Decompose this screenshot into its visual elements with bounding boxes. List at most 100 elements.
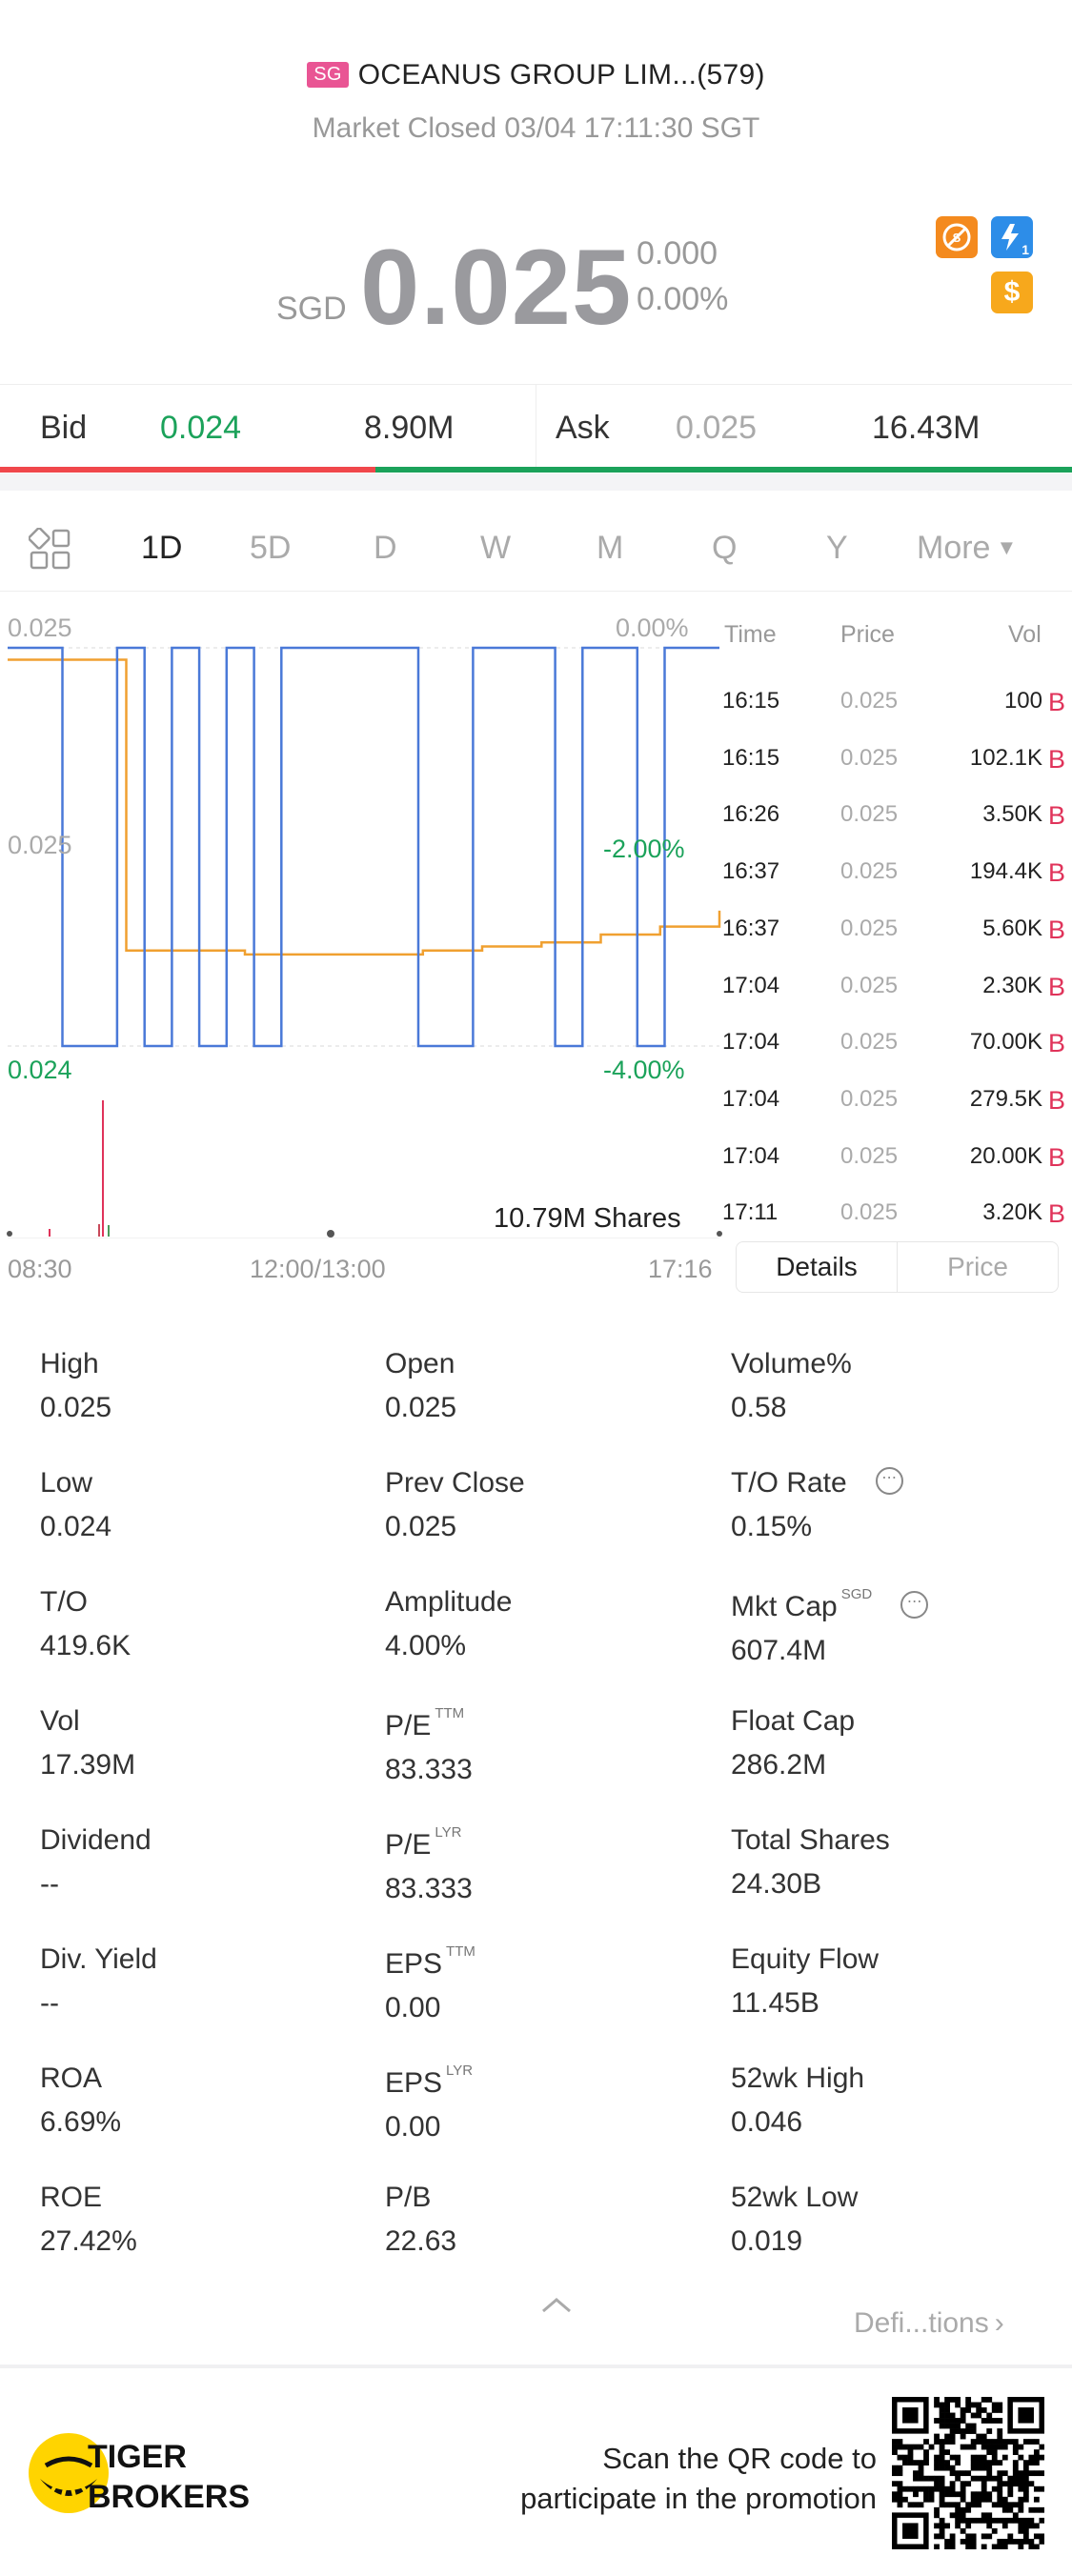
volume-label: 10.79M Shares (494, 1203, 681, 1234)
detail-label: ROE (40, 2182, 103, 2213)
y-axis-bottom-label: 0.024 (8, 1056, 72, 1084)
details-tab[interactable]: Details (736, 1241, 898, 1293)
promo-text: Scan the QR code to participate in the p… (381, 2439, 877, 2519)
last-price: 0.025 (360, 228, 633, 347)
detail-label: Prev Close (385, 1467, 525, 1499)
detail-label: Div. Yield (40, 1943, 157, 1975)
detail-value: 83.333 (385, 1873, 473, 1904)
detail-item: P/B 22.63 (385, 2182, 699, 2258)
detail-label: EPS (385, 2067, 443, 2099)
detail-item: P/E TTM 83.333 (385, 1705, 699, 1786)
promo-line-1: Scan the QR code to (602, 2442, 877, 2475)
detail-label: ROA (40, 2063, 103, 2094)
tick-volume: 70.00K (969, 1029, 1042, 1056)
detail-superscript: SGD (840, 1586, 873, 1602)
detail-item: Open 0.025 (385, 1348, 699, 1424)
tick-price: 0.025 (840, 1142, 899, 1169)
no-short-icon[interactable]: S (936, 216, 978, 258)
tick-row: 16:15 0.025 100 B (722, 688, 1065, 745)
detail-label: P/B (385, 2182, 432, 2213)
detail-label: Open (385, 1348, 455, 1379)
detail-item: Dividend -- (40, 1824, 354, 1901)
tab-1d[interactable]: 1D (141, 530, 183, 566)
detail-value: 0.025 (385, 1392, 457, 1423)
tick-time: 17:11 (722, 1199, 779, 1226)
brand-name: TIGER BROKERS (88, 2437, 250, 2517)
tab-more[interactable]: More ▼ (917, 530, 1017, 567)
detail-label: Float Cap (731, 1705, 856, 1737)
detail-item: High 0.025 (40, 1348, 354, 1424)
tick-volume: 102.1K (969, 744, 1042, 771)
tick-side: B (1047, 801, 1065, 831)
tick-time: 17:04 (722, 972, 780, 998)
period-tabs: 1D 5D D W M Q Y More ▼ (0, 522, 1072, 579)
detail-value: 83.333 (385, 1754, 473, 1785)
tick-side: B (1047, 688, 1065, 716)
tab-q[interactable]: Q (712, 530, 738, 566)
tab-w[interactable]: W (480, 530, 512, 566)
detail-value: 24.30B (731, 1868, 822, 1900)
detail-superscript: TTM (446, 1943, 475, 1960)
bid-ratio-bar (0, 467, 375, 473)
svg-text:S: S (953, 231, 961, 245)
tick-row: 17:04 0.025 70.00K B (722, 1029, 1065, 1086)
y-axis-mid-label: 0.025 (8, 831, 72, 859)
tick-price: 0.025 (840, 1029, 899, 1056)
tick-side: B (1047, 858, 1065, 888)
info-icon[interactable]: ⋯ (900, 1590, 929, 1619)
detail-value: 419.6K (40, 1630, 131, 1661)
tab-m[interactable]: M (597, 530, 624, 566)
definitions-link[interactable]: Defi...tions › (854, 2307, 1004, 2340)
detail-item: Mkt Cap SGD ⋯ 607.4M (731, 1586, 1045, 1667)
tick-price: 0.025 (840, 744, 899, 771)
y-pct-bottom-label: -4.00% (603, 1056, 685, 1084)
tick-time: 17:04 (722, 1085, 780, 1112)
tick-row: 17:04 0.025 20.00K B (722, 1143, 1065, 1200)
tick-price: 0.025 (840, 801, 899, 828)
tiger-logo-icon (27, 2431, 111, 2520)
tick-volume: 20.00K (969, 1142, 1042, 1169)
detail-value: 0.046 (731, 2106, 803, 2138)
detail-value: 6.69% (40, 2106, 122, 2138)
detail-item: Equity Flow 11.45B (731, 1943, 1045, 2020)
intraday-chart[interactable] (0, 610, 722, 1238)
stock-name: OCEANUS GROUP LIM...(579) (357, 59, 765, 91)
detail-item: 52wk Low 0.019 (731, 2182, 1045, 2258)
layout-grid-icon[interactable] (28, 527, 72, 576)
info-icon[interactable]: ⋯ (875, 1466, 903, 1495)
definitions-label: Defi...tions (854, 2307, 989, 2339)
bid-volume: 8.90M (364, 410, 455, 446)
detail-item: EPS LYR 0.00 (385, 2063, 699, 2143)
tick-side: B (1047, 1085, 1065, 1115)
tick-time: 17:04 (722, 1142, 780, 1169)
price-tab[interactable]: Price (897, 1241, 1059, 1293)
tick-time: 16:37 (722, 858, 780, 885)
ticks-header-vol: Vol (1008, 621, 1042, 648)
detail-item: 52wk High 0.046 (731, 2063, 1045, 2139)
tab-d[interactable]: D (374, 530, 397, 566)
detail-item: ROA 6.69% (40, 2063, 354, 2139)
detail-value: 0.15% (731, 1511, 813, 1542)
bid-ask-bar: Bid 0.024 8.90M Ask 0.025 16.43M (0, 384, 1072, 470)
price-change-pct: 0.00% (637, 281, 729, 317)
tick-price: 0.025 (840, 972, 899, 998)
chevron-right-icon: › (994, 2307, 1004, 2339)
detail-value: 4.00% (385, 1630, 467, 1661)
ask-ratio-bar (374, 467, 1072, 473)
detail-superscript: TTM (435, 1705, 465, 1721)
brand-line-2: BROKERS (88, 2479, 251, 2515)
stock-title: SG OCEANUS GROUP LIM...(579) (0, 59, 1072, 91)
tick-side: B (1047, 915, 1065, 944)
detail-item: T/O 419.6K (40, 1586, 354, 1662)
qr-code-icon[interactable] (892, 2397, 1044, 2549)
collapse-chevron-icon[interactable] (539, 2294, 574, 2320)
detail-value: -- (40, 1987, 59, 2019)
lightning-icon[interactable]: 1 (991, 216, 1033, 258)
tick-volume: 100 (1003, 688, 1042, 714)
tick-price: 0.025 (840, 1085, 899, 1112)
tab-y[interactable]: Y (826, 530, 848, 566)
tab-5d[interactable]: 5D (250, 530, 292, 566)
dollar-icon[interactable]: $ (991, 272, 1033, 313)
tick-time: 17:04 (722, 1029, 780, 1056)
tick-side: B (1047, 1029, 1065, 1058)
